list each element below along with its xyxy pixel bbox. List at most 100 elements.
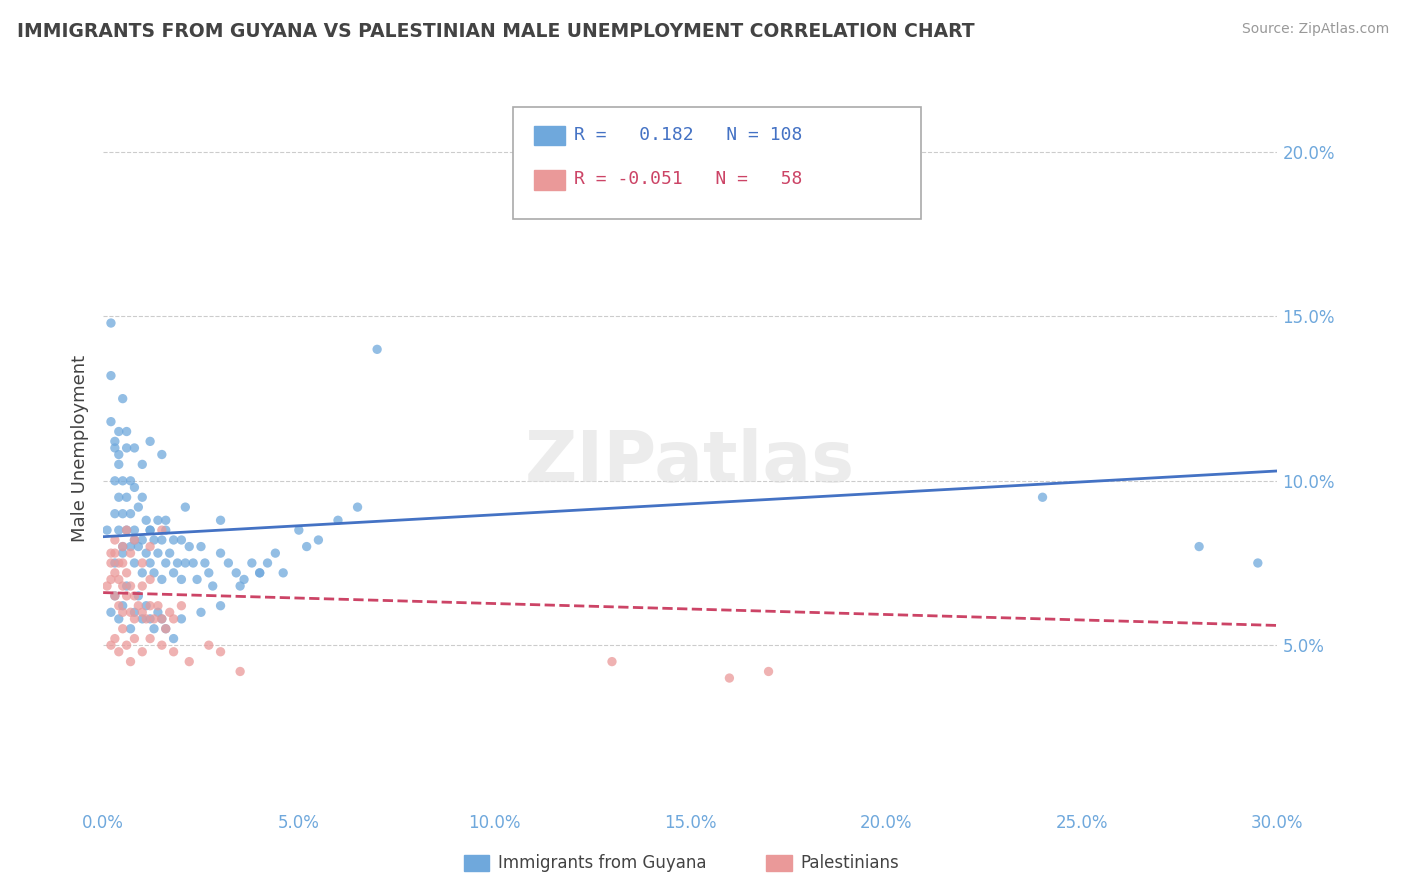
Point — [295, 540, 318, 554]
Point — [104, 507, 127, 521]
Point — [111, 474, 134, 488]
Point — [139, 523, 162, 537]
Point — [135, 546, 157, 560]
Point — [104, 632, 127, 646]
Point — [139, 612, 162, 626]
Text: Palestinians: Palestinians — [800, 855, 898, 872]
Point — [127, 589, 149, 603]
Point — [240, 556, 263, 570]
Point — [104, 566, 127, 580]
Point — [104, 589, 127, 603]
Point — [115, 441, 138, 455]
Point — [600, 655, 623, 669]
Point — [162, 566, 184, 580]
Point — [111, 599, 134, 613]
Point — [100, 638, 122, 652]
Point — [120, 622, 142, 636]
Point — [181, 556, 204, 570]
Point — [131, 645, 153, 659]
Point — [162, 645, 184, 659]
Point — [150, 448, 173, 462]
Point — [225, 566, 247, 580]
Point — [307, 533, 329, 547]
Point — [135, 612, 157, 626]
Point — [111, 622, 134, 636]
Point — [100, 415, 122, 429]
Point — [131, 566, 153, 580]
Point — [120, 507, 142, 521]
Point — [150, 533, 173, 547]
Point — [131, 533, 153, 547]
Point — [139, 434, 162, 449]
Point — [131, 556, 153, 570]
Point — [198, 638, 221, 652]
Point — [143, 566, 166, 580]
Point — [1247, 556, 1270, 570]
Point — [104, 546, 127, 560]
Point — [179, 540, 201, 554]
Point — [127, 500, 149, 515]
Point — [150, 638, 173, 652]
Point — [111, 546, 134, 560]
Point — [124, 441, 146, 455]
Point — [150, 523, 173, 537]
Point — [249, 566, 271, 580]
Point — [256, 556, 278, 570]
Point — [190, 605, 212, 619]
Point — [155, 513, 177, 527]
Point — [104, 533, 127, 547]
Point — [131, 579, 153, 593]
Point — [162, 612, 184, 626]
Point — [162, 533, 184, 547]
Point — [124, 589, 146, 603]
Point — [100, 368, 122, 383]
Point — [104, 474, 127, 488]
Point — [111, 392, 134, 406]
Point — [120, 605, 142, 619]
Point — [111, 507, 134, 521]
Point — [155, 622, 177, 636]
Text: Source: ZipAtlas.com: Source: ZipAtlas.com — [1241, 22, 1389, 37]
Point — [131, 458, 153, 472]
Point — [107, 556, 129, 570]
Point — [150, 612, 173, 626]
Text: R = -0.051   N =   58: R = -0.051 N = 58 — [574, 170, 801, 188]
Point — [166, 556, 188, 570]
Point — [124, 533, 146, 547]
Point — [120, 579, 142, 593]
Text: ZIPatlas: ZIPatlas — [526, 428, 855, 497]
Point — [127, 540, 149, 554]
Point — [326, 513, 349, 527]
Point — [124, 632, 146, 646]
Point — [174, 500, 197, 515]
Point — [100, 546, 122, 560]
Text: IMMIGRANTS FROM GUYANA VS PALESTINIAN MALE UNEMPLOYMENT CORRELATION CHART: IMMIGRANTS FROM GUYANA VS PALESTINIAN MA… — [17, 22, 974, 41]
Point — [288, 523, 311, 537]
Point — [758, 665, 780, 679]
Point — [127, 599, 149, 613]
Point — [217, 556, 239, 570]
Text: Immigrants from Guyana: Immigrants from Guyana — [498, 855, 706, 872]
Point — [170, 599, 193, 613]
Point — [135, 513, 157, 527]
Point — [159, 605, 181, 619]
Point — [198, 566, 221, 580]
Point — [135, 599, 157, 613]
Point — [233, 573, 256, 587]
Point — [271, 566, 294, 580]
Point — [111, 540, 134, 554]
Point — [104, 589, 127, 603]
Point — [159, 546, 181, 560]
Point — [104, 434, 127, 449]
Point — [201, 579, 224, 593]
Point — [139, 540, 162, 554]
Point — [170, 612, 193, 626]
Point — [155, 622, 177, 636]
Point — [107, 523, 129, 537]
Point — [111, 605, 134, 619]
Point — [229, 579, 252, 593]
Point — [104, 556, 127, 570]
Point — [115, 589, 138, 603]
Point — [1031, 490, 1053, 504]
Point — [139, 599, 162, 613]
